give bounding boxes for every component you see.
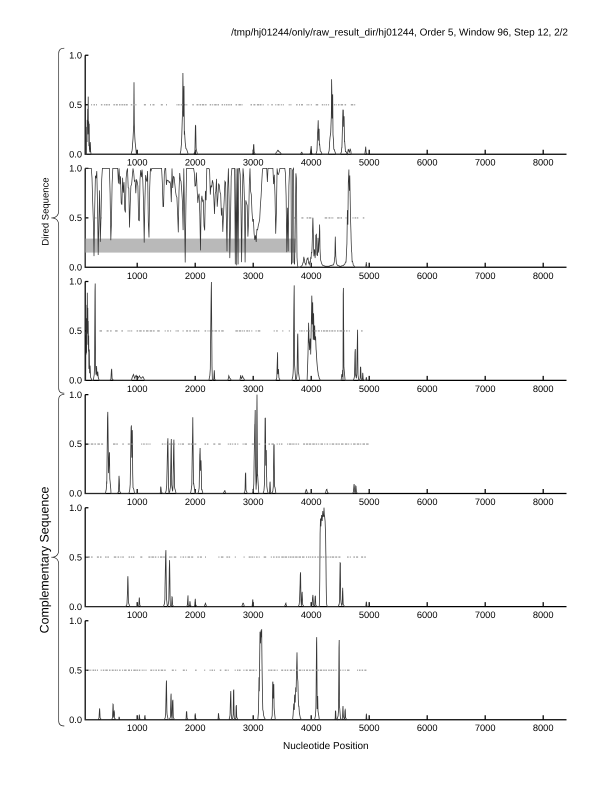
svg-text:3000: 3000 <box>243 384 264 394</box>
svg-text:1000: 1000 <box>127 158 148 168</box>
svg-text:8000: 8000 <box>533 384 554 394</box>
svg-text:8000: 8000 <box>533 610 554 620</box>
svg-text:4000: 4000 <box>301 158 322 168</box>
svg-text:3000: 3000 <box>243 271 264 281</box>
svg-text:7000: 7000 <box>475 158 496 168</box>
svg-text:Dired Sequence: Dired Sequence <box>41 177 52 245</box>
svg-text:2000: 2000 <box>185 158 206 168</box>
svg-text:8000: 8000 <box>533 497 554 507</box>
svg-text:1000: 1000 <box>127 723 148 733</box>
svg-text:2000: 2000 <box>185 610 206 620</box>
svg-text:Complementary Sequence: Complementary Sequence <box>38 487 52 634</box>
svg-text:4000: 4000 <box>301 610 322 620</box>
svg-text:0.0: 0.0 <box>69 263 82 273</box>
svg-text:5000: 5000 <box>359 610 380 620</box>
svg-text:/tmp/hj01244/only/raw_result_d: /tmp/hj01244/only/raw_result_dir/hj01244… <box>231 28 568 39</box>
svg-text:5000: 5000 <box>359 384 380 394</box>
svg-text:1000: 1000 <box>127 497 148 507</box>
svg-text:3000: 3000 <box>243 723 264 733</box>
svg-text:0.5: 0.5 <box>69 100 82 110</box>
svg-text:7000: 7000 <box>475 610 496 620</box>
svg-text:4000: 4000 <box>301 723 322 733</box>
svg-text:7000: 7000 <box>475 497 496 507</box>
svg-text:3000: 3000 <box>243 497 264 507</box>
svg-text:2000: 2000 <box>185 384 206 394</box>
svg-text:4000: 4000 <box>301 271 322 281</box>
svg-text:3000: 3000 <box>243 158 264 168</box>
svg-text:2000: 2000 <box>185 723 206 733</box>
svg-text:6000: 6000 <box>417 497 438 507</box>
svg-text:2000: 2000 <box>185 271 206 281</box>
svg-text:4000: 4000 <box>301 384 322 394</box>
svg-text:5000: 5000 <box>359 158 380 168</box>
svg-text:0.5: 0.5 <box>69 326 82 336</box>
svg-text:1.0: 1.0 <box>69 51 82 61</box>
svg-text:0.5: 0.5 <box>69 552 82 562</box>
svg-text:1000: 1000 <box>127 271 148 281</box>
svg-text:0.0: 0.0 <box>69 376 82 386</box>
svg-text:8000: 8000 <box>533 271 554 281</box>
svg-text:0.5: 0.5 <box>69 213 82 223</box>
svg-text:3000: 3000 <box>243 610 264 620</box>
svg-text:0.0: 0.0 <box>69 602 82 612</box>
svg-text:6000: 6000 <box>417 271 438 281</box>
svg-text:6000: 6000 <box>417 384 438 394</box>
svg-text:0.0: 0.0 <box>69 489 82 499</box>
svg-text:2000: 2000 <box>185 497 206 507</box>
svg-text:1.0: 1.0 <box>69 616 82 626</box>
svg-text:0.0: 0.0 <box>69 715 82 725</box>
svg-text:0.5: 0.5 <box>69 666 82 676</box>
svg-text:5000: 5000 <box>359 271 380 281</box>
svg-text:7000: 7000 <box>475 384 496 394</box>
svg-text:6000: 6000 <box>417 610 438 620</box>
svg-text:0.5: 0.5 <box>69 439 82 449</box>
svg-text:1.0: 1.0 <box>69 164 82 174</box>
svg-text:6000: 6000 <box>417 158 438 168</box>
svg-text:4000: 4000 <box>301 497 322 507</box>
svg-text:1000: 1000 <box>127 384 148 394</box>
svg-text:5000: 5000 <box>359 497 380 507</box>
svg-text:8000: 8000 <box>533 158 554 168</box>
svg-text:1.0: 1.0 <box>69 390 82 400</box>
svg-text:1.0: 1.0 <box>69 503 82 513</box>
svg-text:7000: 7000 <box>475 271 496 281</box>
svg-text:1000: 1000 <box>127 610 148 620</box>
svg-text:7000: 7000 <box>475 723 496 733</box>
svg-text:0.0: 0.0 <box>69 149 82 159</box>
svg-text:5000: 5000 <box>359 723 380 733</box>
svg-text:8000: 8000 <box>533 723 554 733</box>
svg-text:6000: 6000 <box>417 723 438 733</box>
svg-text:Nucleotide Position: Nucleotide Position <box>283 741 369 752</box>
svg-text:1.0: 1.0 <box>69 277 82 287</box>
